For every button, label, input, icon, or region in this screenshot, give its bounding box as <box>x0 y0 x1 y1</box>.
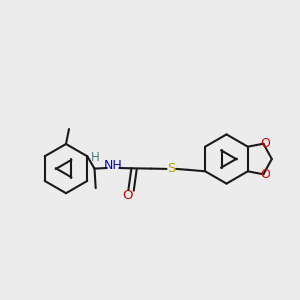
Text: NH: NH <box>104 159 123 172</box>
Text: O: O <box>260 137 270 150</box>
Text: S: S <box>167 162 176 176</box>
Text: H: H <box>91 151 100 164</box>
Text: O: O <box>260 168 270 181</box>
Text: O: O <box>122 189 133 202</box>
